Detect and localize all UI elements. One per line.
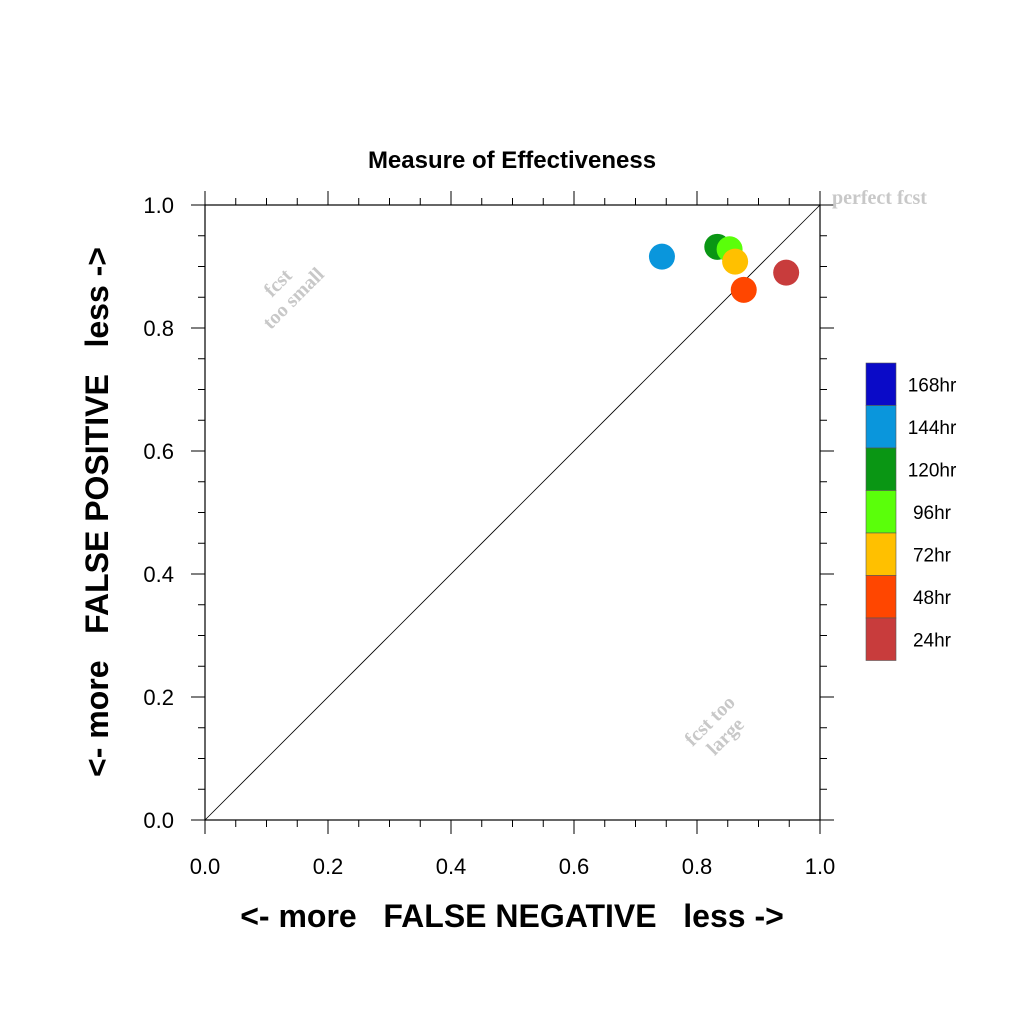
legend-swatch-72hr — [865, 532, 897, 576]
point-144hr — [648, 243, 675, 270]
legend-label-48hr: 48hr — [913, 588, 952, 609]
too-small-line-2: too small — [259, 263, 329, 333]
legend-label-72hr: 72hr — [913, 545, 952, 566]
y-tick-label: 0.6 — [143, 439, 174, 464]
x-tick-label: 0.0 — [190, 854, 221, 879]
y-tick-label: 0.0 — [143, 808, 174, 833]
legend-label-24hr: 24hr — [913, 630, 952, 651]
y-tick-label: 0.8 — [143, 316, 174, 341]
y-axis-title: <- more FALSE POSITIVE less -> — [79, 247, 115, 777]
too-large-annotation: fcst too large — [681, 692, 749, 760]
legend-label-168hr: 168hr — [908, 375, 957, 396]
plot-area: 0.0 0.2 0.4 0.6 0.8 1.0 0.0 0.2 0.4 0.6 0.8 1.0 — [143, 191, 835, 879]
x-axis-title: <- more FALSE NEGATIVE less -> — [240, 898, 784, 934]
legend-swatch-168hr — [865, 362, 897, 406]
diagonal-line — [204, 204, 821, 821]
chart-title: Measure of Effectiveness — [368, 147, 656, 174]
point-24hr — [773, 259, 800, 286]
x-tick-label: 1.0 — [805, 854, 836, 879]
point-72hr — [722, 248, 749, 275]
y-tick-label: 1.0 — [143, 193, 174, 218]
x-tick-label: 0.2 — [313, 854, 344, 879]
too-small-annotation: fcst too small — [259, 263, 329, 333]
legend-swatch-144hr — [865, 405, 897, 449]
legend-swatch-48hr — [865, 575, 897, 619]
legend: 168hr 144hr 120hr 96hr 72hr 48hr 24hr — [865, 362, 957, 661]
legend-swatch-96hr — [865, 490, 897, 534]
point-48hr — [730, 276, 757, 303]
legend-swatch-24hr — [865, 617, 897, 661]
x-tick-label: 0.8 — [682, 854, 713, 879]
perfect-forecast-annotation: perfect fcst — [832, 187, 927, 209]
y-tick-label: 0.2 — [143, 685, 174, 710]
legend-swatch-120hr — [865, 447, 897, 491]
legend-label-144hr: 144hr — [908, 418, 957, 439]
x-tick-label: 0.4 — [436, 854, 467, 879]
legend-label-120hr: 120hr — [908, 460, 957, 481]
y-tick-label: 0.4 — [143, 562, 174, 587]
legend-label-96hr: 96hr — [913, 503, 952, 524]
x-tick-label: 0.6 — [559, 854, 590, 879]
points-layer — [648, 233, 800, 303]
